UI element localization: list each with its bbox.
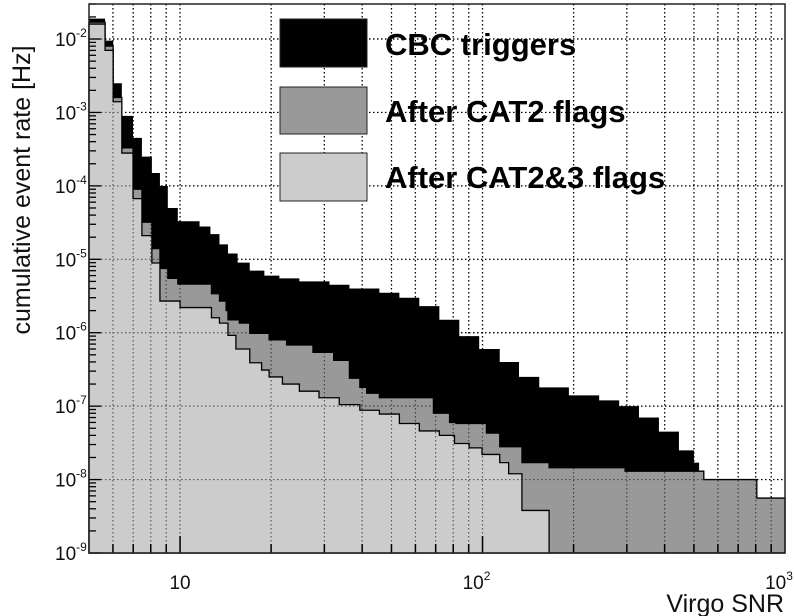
grid-overlay <box>89 4 785 553</box>
legend-swatch-cbc-triggers <box>279 18 368 68</box>
legend-swatch-cat2 <box>279 86 368 135</box>
y-axis-label: cumulative event rate [Hz] <box>8 45 36 334</box>
x-tick-label: 10 <box>169 573 190 594</box>
legend: CBC triggers After CAT2 flags After CAT2… <box>279 18 665 202</box>
y-tick-label: 10-8 <box>55 467 87 492</box>
legend-label-cat2: After CAT2 flags <box>385 94 626 129</box>
y-tick-label: 10-2 <box>55 26 87 51</box>
x-tick-label: 103 <box>765 569 793 594</box>
legend-label-cbc-triggers: CBC triggers <box>385 27 576 62</box>
legend-swatch-cat2-3 <box>279 152 368 202</box>
y-tick-label: 10-5 <box>55 246 87 271</box>
legend-label-cat2-3: After CAT2&3 flags <box>385 160 665 195</box>
y-tick-label: 10-9 <box>55 540 87 565</box>
y-tick-labels: 10-2 10-3 10-4 10-5 10-6 10-7 10-8 10-9 <box>55 26 87 565</box>
y-tick-label: 10-7 <box>55 393 87 418</box>
axis-ticks <box>89 3 772 554</box>
x-tick-label: 102 <box>463 569 491 594</box>
y-tick-label: 10-6 <box>55 320 87 345</box>
x-tick-labels: 10 102 103 <box>169 569 793 594</box>
y-tick-label: 10-3 <box>55 99 87 124</box>
plot-frame <box>88 3 786 554</box>
y-tick-label: 10-4 <box>55 173 87 198</box>
x-axis-label: Virgo SNR <box>666 590 784 616</box>
